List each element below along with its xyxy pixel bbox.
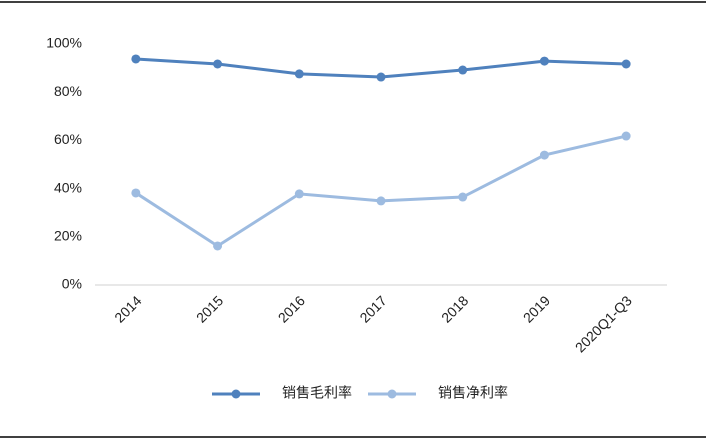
legend-label: 销售净利率	[438, 385, 508, 401]
x-tick-label: 2017	[356, 292, 389, 325]
data-point	[294, 69, 304, 79]
x-tick-label: 2019	[520, 292, 553, 325]
series-line	[135, 134, 627, 248]
data-point	[621, 59, 631, 69]
y-tick-label: 100%	[46, 35, 82, 51]
data-point	[458, 65, 468, 75]
legend-marker	[387, 389, 397, 399]
data-point	[213, 59, 223, 69]
data-point	[539, 150, 549, 160]
y-tick-label: 60%	[54, 131, 82, 147]
x-tick-label: 2014	[111, 292, 144, 325]
data-point	[539, 56, 549, 66]
data-point	[213, 241, 223, 251]
y-tick-label: 20%	[54, 228, 82, 244]
x-tick-label: 2018	[438, 292, 471, 325]
data-point	[621, 131, 631, 141]
data-point	[294, 189, 304, 199]
data-point	[376, 196, 386, 206]
y-tick-label: 80%	[54, 83, 82, 99]
x-tick-label: 2015	[193, 292, 226, 325]
data-point	[131, 54, 141, 64]
legend-label: 销售毛利率	[282, 385, 352, 401]
legend-marker	[231, 389, 241, 399]
x-tick-label: 2020Q1-Q3	[572, 292, 635, 355]
data-point	[131, 188, 141, 198]
data-point	[458, 192, 468, 202]
y-tick-label: 0%	[62, 276, 82, 292]
data-point	[376, 72, 386, 82]
y-tick-label: 40%	[54, 179, 82, 195]
x-tick-label: 2016	[275, 292, 308, 325]
